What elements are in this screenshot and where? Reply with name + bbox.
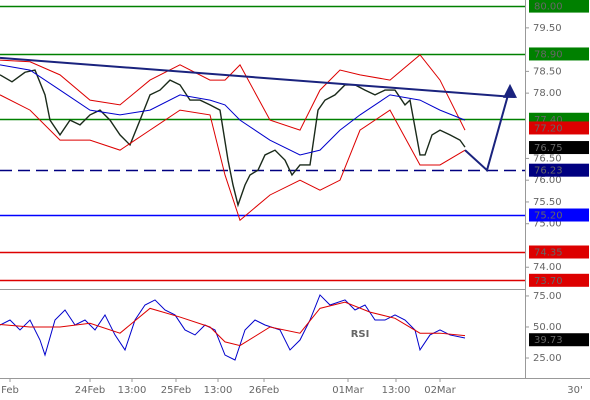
x-tick-label: 24Feb xyxy=(75,385,105,396)
level-label: 78.90 xyxy=(534,49,563,60)
x-tick-label: Feb xyxy=(1,385,19,396)
level-box xyxy=(529,47,589,61)
x-tick-label: 25Feb xyxy=(161,385,191,396)
y-tick-label: 75.00 xyxy=(533,219,562,230)
level-label: 73.70 xyxy=(534,276,563,287)
marker-box xyxy=(529,333,589,347)
x-tick-label: 26Feb xyxy=(249,385,279,396)
y-tick-label: 75.00 xyxy=(533,291,562,302)
marker-box xyxy=(529,121,589,135)
y-tick-label: 76.50 xyxy=(533,153,562,164)
series-line xyxy=(0,69,466,208)
level-box xyxy=(529,163,589,177)
level-box xyxy=(529,245,589,259)
y-tick-label: 78.50 xyxy=(533,66,562,77)
level-label: 80.00 xyxy=(534,2,563,13)
marker-box xyxy=(529,141,589,155)
series-line xyxy=(0,54,466,131)
pane-title: RSI xyxy=(351,329,370,340)
level-label: 75.20 xyxy=(534,211,563,222)
series-line xyxy=(0,94,466,222)
series-line xyxy=(0,301,466,347)
series-line xyxy=(0,64,466,156)
x-tick-label: 01Mar xyxy=(332,385,364,396)
y-tick-label: 50.00 xyxy=(533,322,562,333)
x-tick-label: 02Mar xyxy=(424,385,456,396)
trendline xyxy=(0,56,516,99)
y-tick-label: 25.00 xyxy=(533,353,562,364)
x-tick-label: 13:00 xyxy=(382,385,411,396)
y-tick-label: 78.00 xyxy=(533,88,562,99)
x-tick-label: 13:00 xyxy=(204,385,233,396)
arrow-head xyxy=(503,83,517,98)
x-tick-label: 13:00 xyxy=(118,385,147,396)
y-tick-label: 74.00 xyxy=(533,262,562,273)
forecast-arrow xyxy=(464,87,511,173)
timeframe: 30' xyxy=(567,385,582,396)
series-line xyxy=(0,294,466,361)
y-tick-label: 76.00 xyxy=(533,175,562,186)
marker-label: 76.75 xyxy=(534,143,563,154)
level-label: 77.40 xyxy=(534,115,563,126)
marker-label: 39.73 xyxy=(534,335,563,346)
level-label: 74.35 xyxy=(534,248,563,259)
level-box xyxy=(529,0,589,13)
level-box xyxy=(529,208,589,222)
level-box xyxy=(529,273,589,287)
level-label: 76.23 xyxy=(534,166,563,177)
y-tick-label: 75.50 xyxy=(533,197,562,208)
marker-label: 77.20 xyxy=(534,123,563,134)
y-tick-label: 79.50 xyxy=(533,23,562,34)
